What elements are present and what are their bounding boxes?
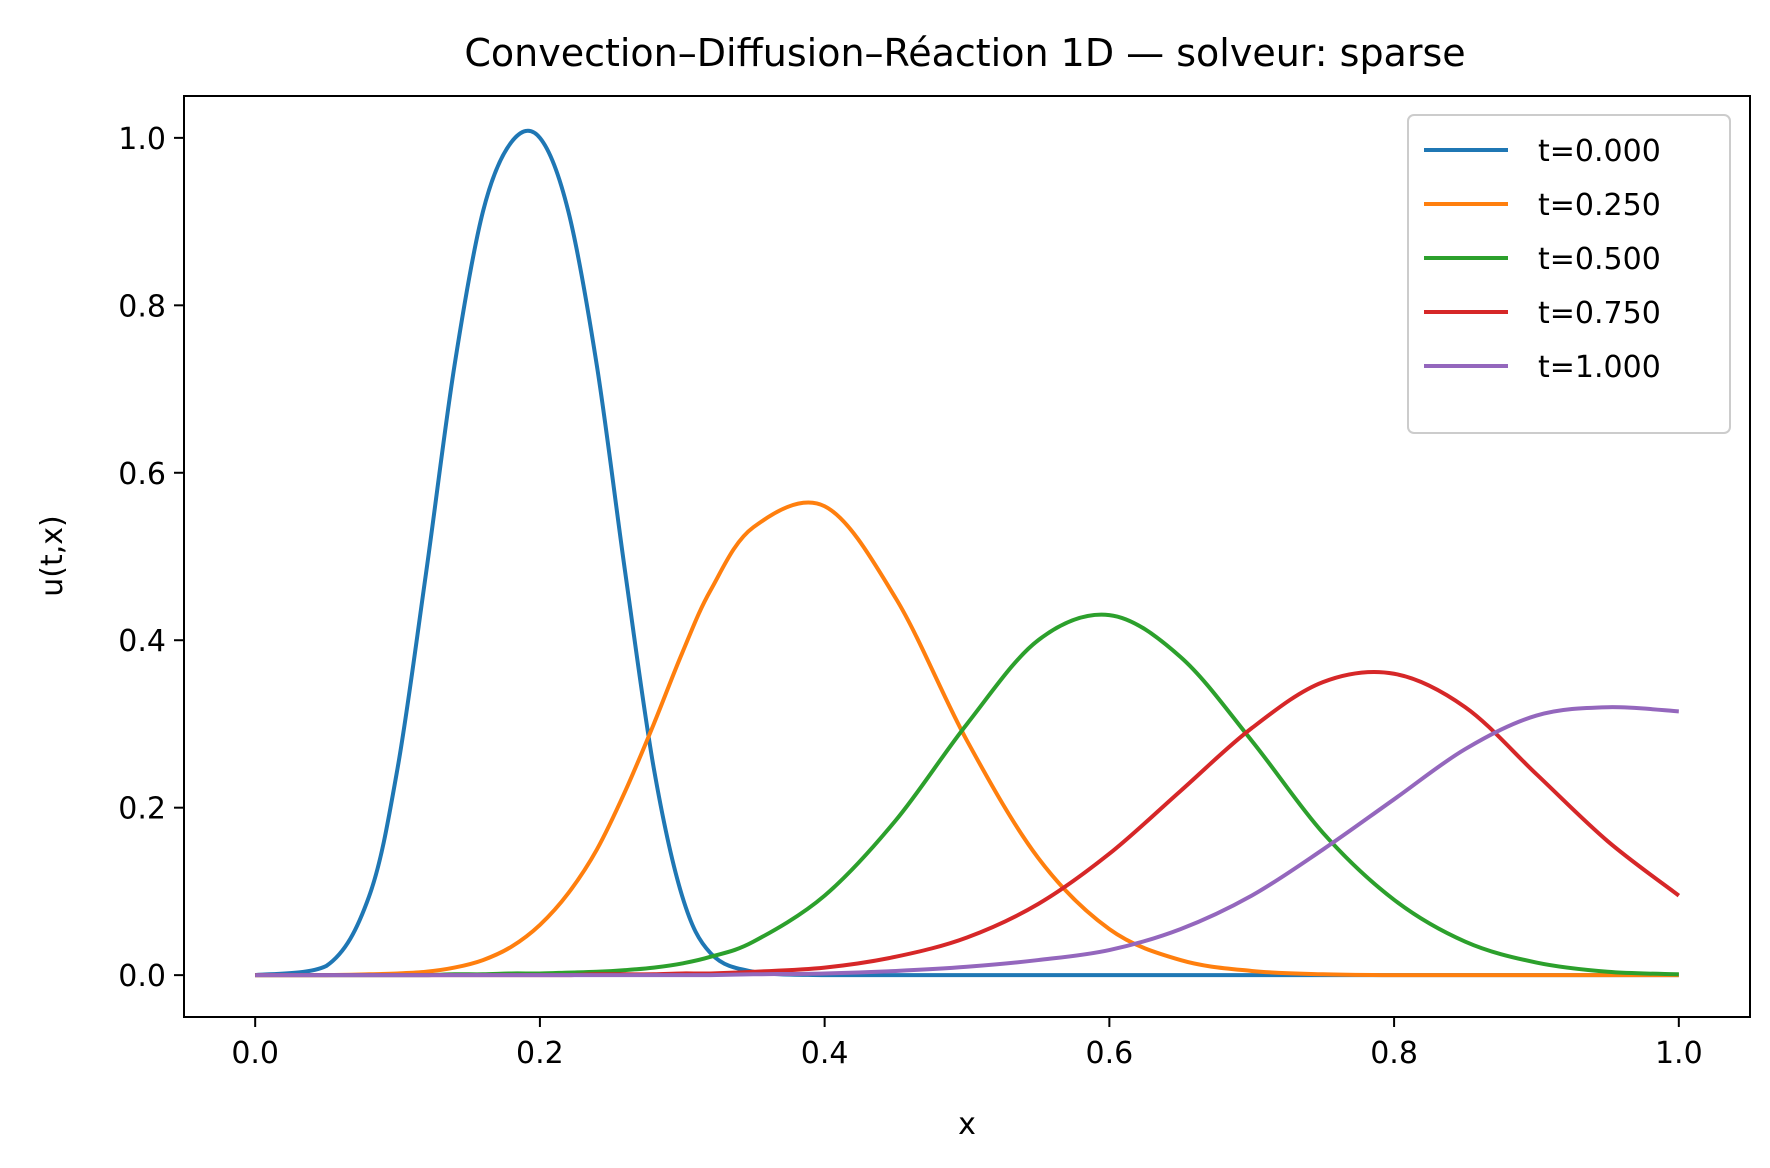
legend-label-2: t=0.500 [1538, 242, 1661, 277]
legend-label-3: t=0.750 [1538, 296, 1661, 331]
legend-box [1407, 114, 1731, 434]
series-line-4 [255, 705, 1679, 978]
series-line-1 [255, 500, 1679, 978]
y-tick-label: 0.6 [118, 457, 166, 492]
x-tick-label: 1.0 [1655, 1036, 1703, 1071]
plot-frame [183, 95, 1751, 1018]
legend-label-4: t=1.000 [1538, 350, 1661, 385]
legend-label-1: t=0.250 [1538, 188, 1661, 223]
legend: t=0.000 t=0.250 t=0.500 t=0.750 t=1.000 [1407, 114, 1731, 434]
x-tick-label: 0.4 [801, 1036, 849, 1071]
y-axis-label: u(t,x) [35, 515, 70, 596]
y-tick-label: 0.0 [118, 959, 166, 994]
y-tick-label: 0.2 [118, 792, 166, 827]
y-tick-label: 0.8 [118, 289, 166, 324]
x-tick-label: 0.2 [516, 1036, 564, 1071]
legend-label-0: t=0.000 [1538, 134, 1661, 169]
chart-title: Convection–Diffusion–Réaction 1D — solve… [464, 31, 1465, 75]
series-lines [254, 128, 1681, 978]
y-tick-label: 0.4 [118, 624, 166, 659]
x-tick-label: 0.6 [1086, 1036, 1134, 1071]
x-axis-label: x [958, 1107, 976, 1142]
x-axis-ticks: 0.0 0.2 0.4 0.6 0.8 1.0 [231, 1017, 1703, 1071]
x-tick-label: 0.0 [231, 1036, 279, 1071]
y-axis-ticks: 0.0 0.2 0.4 0.6 0.8 1.0 [118, 122, 184, 994]
x-tick-label: 0.8 [1370, 1036, 1418, 1071]
y-tick-label: 1.0 [118, 122, 166, 157]
